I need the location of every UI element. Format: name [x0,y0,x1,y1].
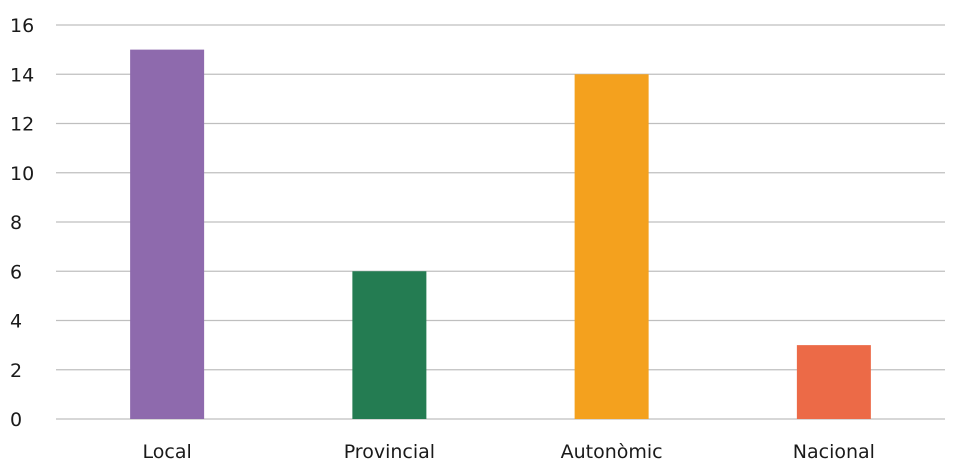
x-axis-category-labels: Local Provincial Autonòmic Nacional [143,441,875,463]
x-category-label: Autonòmic [561,441,663,463]
y-tick-label: 8 [10,212,22,234]
y-tick-label: 12 [10,114,34,136]
y-tick-label: 10 [10,163,34,185]
y-tick-label: 2 [10,360,22,382]
bars [130,49,871,419]
bar-auton-mic [574,74,649,419]
y-axis-tick-labels: 0 2 4 6 8 10 12 14 16 [10,15,34,431]
gridlines [56,24,945,420]
x-category-label: Local [143,441,192,463]
y-tick-label: 6 [10,261,22,283]
y-tick-label: 14 [10,64,34,86]
bar-nacional [796,345,871,419]
y-tick-label: 4 [10,311,22,333]
x-category-label: Provincial [344,441,435,463]
bar-local [130,49,205,419]
x-category-label: Nacional [793,441,875,463]
y-tick-label: 0 [10,409,22,431]
y-tick-label: 16 [10,15,34,37]
bar-provincial [352,271,427,419]
